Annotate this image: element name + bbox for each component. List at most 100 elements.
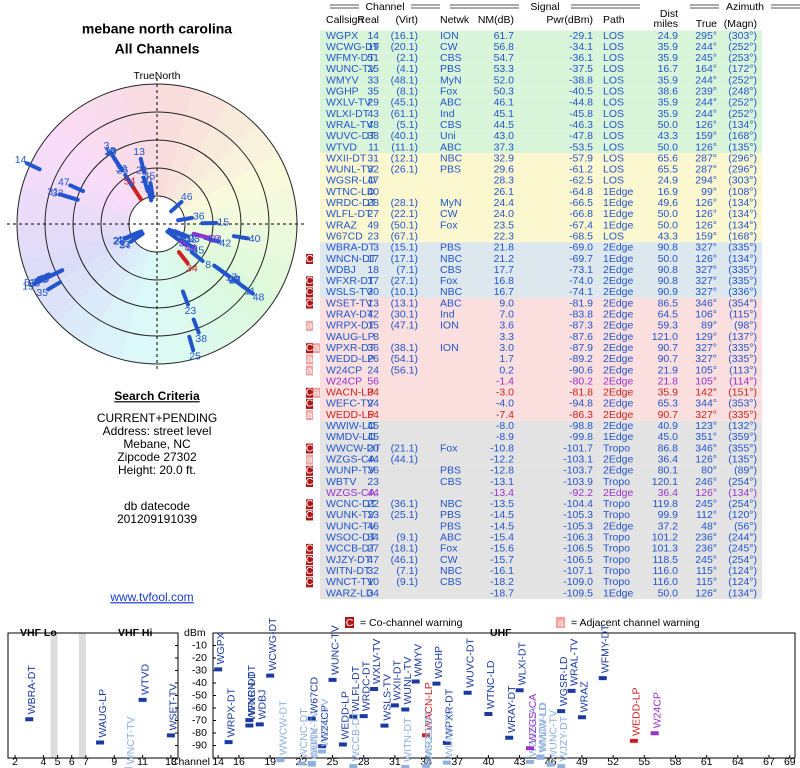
table-cell: 23 [367, 509, 379, 521]
table-cell: 2Edge [603, 453, 634, 465]
spectrum-bar [370, 687, 379, 691]
polar-station [191, 317, 201, 335]
table-cell: 2Edge [603, 409, 634, 421]
x-tick-label: 9 [111, 756, 117, 768]
table-cell: (252°) [728, 74, 757, 86]
group-header: Signal [530, 1, 559, 13]
table-cell: W24CP [326, 375, 362, 387]
table-cell: 2Edge [603, 331, 634, 343]
table-cell: (40.1) [391, 130, 418, 142]
table-cell: (135°) [728, 141, 757, 153]
polar-channel-label: 51 [24, 277, 36, 289]
criteria-heading: Search Criteria [114, 389, 200, 403]
polar-channel-label: 31 [47, 186, 59, 198]
polar-channel-label: 47 [58, 176, 70, 188]
table-row-bg [320, 554, 762, 566]
spectrum-label: WLFL-DT [350, 665, 362, 711]
table-cell: (124°) [728, 565, 757, 577]
table-cell: -8.9 [496, 431, 514, 443]
polar-channel-label: 33 [29, 278, 41, 290]
table-cell: (54.1) [391, 353, 418, 365]
table-cell: WTVD [326, 141, 357, 153]
spectrum-label: WMDV-LD [537, 703, 549, 753]
table-cell: ABC [440, 97, 462, 109]
table-cell: (168°) [728, 130, 757, 142]
criteria-line: Mebane, NC [123, 437, 191, 451]
table-row-bg [320, 454, 762, 466]
table-row-bg [320, 342, 762, 354]
spectrum-bar [276, 758, 285, 763]
table-cell: 244° [695, 108, 717, 120]
table-cell: Ind [440, 309, 455, 321]
polar-station [169, 199, 184, 214]
spectrum-bar [525, 746, 534, 751]
table-cell: 10 [367, 576, 379, 588]
spectrum-label: WSOC-DT [423, 710, 435, 761]
table-cell: 126° [695, 253, 717, 265]
table-cell: PBS [440, 509, 461, 521]
table-cell: Fox [440, 275, 458, 287]
warning-flag: C [306, 275, 314, 287]
spectrum-bar [318, 749, 327, 754]
polar-station [148, 181, 155, 200]
polar-station [231, 234, 250, 241]
spectrum-bar [442, 740, 451, 745]
table-row-bg [320, 130, 762, 142]
table-cell: -81.8 [569, 387, 593, 399]
table-cell: 90.8 [658, 264, 679, 276]
warning-flag: a [314, 387, 320, 399]
table-cell: ABC [440, 532, 462, 544]
table-row-bg [320, 75, 762, 87]
table-cell: 327° [695, 242, 717, 254]
spectrum-bar [422, 733, 431, 738]
spectrum-label: WMYV [412, 644, 424, 677]
table-row-bg [320, 587, 762, 600]
table-cell: (17.1) [391, 253, 418, 265]
table-cell: -83.8 [569, 309, 593, 321]
table-cell: 65.5 [658, 164, 679, 176]
spectrum-bar [515, 688, 524, 693]
table-cell: WRPX-DT [326, 320, 376, 332]
table-cell: 32 [367, 565, 379, 577]
table-cell: 23 [367, 476, 379, 488]
table-cell: -29.1 [569, 30, 593, 42]
column-header: (Virt) [395, 14, 418, 26]
table-cell: 159° [695, 230, 717, 242]
site-link[interactable]: www.tvfool.com [109, 590, 193, 604]
spectrum-bar [25, 717, 34, 722]
table-cell: (89°) [734, 465, 757, 477]
table-cell: WAUG-LP [326, 331, 375, 343]
table-cell: -15.4 [490, 532, 514, 544]
table-cell: 126° [695, 208, 717, 220]
table-cell: 16.8 [494, 275, 515, 287]
table-cell: 327° [695, 264, 717, 276]
table-cell: -13.1 [490, 476, 514, 488]
table-cell: (168°) [728, 230, 757, 242]
table-cell: -103.9 [563, 476, 593, 488]
table-cell: WEFC-TV [326, 398, 374, 410]
polar-channel-label: 45 [193, 245, 205, 257]
table-cell: 116.0 [653, 576, 679, 588]
table-cell: 29.6 [494, 164, 515, 176]
spectrum-bar [422, 763, 431, 768]
table-cell: NBC [440, 253, 463, 265]
table-cell: -36.1 [569, 52, 593, 64]
column-header: Real [357, 14, 379, 26]
table-cell: (67.1) [391, 230, 418, 242]
table-cell: 344° [695, 398, 717, 410]
table-cell: 2Edge [603, 342, 634, 354]
polar-ring-segment [164, 248, 227, 360]
polar-channel-label: 27 [119, 239, 131, 251]
column-header: Dist [660, 8, 678, 20]
x-tick-label: 52 [607, 756, 619, 768]
spectrum-bar [349, 714, 358, 719]
table-cell: 38 [367, 130, 379, 142]
table-cell: -15.7 [490, 554, 514, 566]
table-cell: (21.1) [391, 442, 418, 454]
table-cell: (13.1) [391, 297, 418, 309]
table-cell: CW [440, 208, 458, 220]
table-cell: 54.7 [494, 52, 515, 64]
warning-flag: a [307, 453, 313, 465]
spectrum-label: WUNL-TV [402, 657, 414, 705]
table-cell: 0.2 [499, 364, 514, 376]
